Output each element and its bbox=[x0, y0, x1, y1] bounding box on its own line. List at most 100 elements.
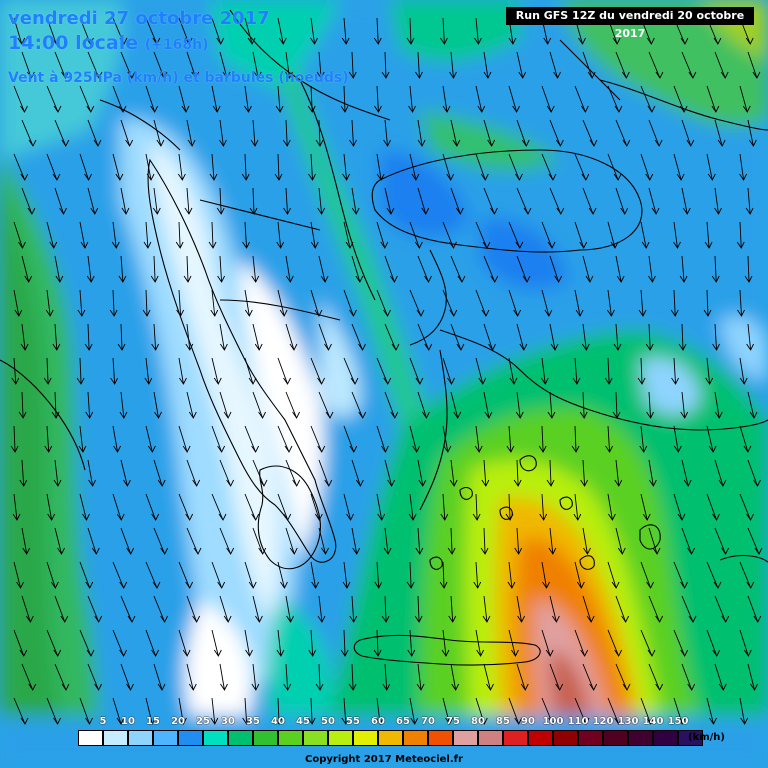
wind-barb bbox=[704, 221, 713, 249]
wind-barb bbox=[120, 663, 134, 691]
wind-barb bbox=[252, 527, 267, 555]
wind-barb bbox=[615, 187, 629, 215]
wind-barb bbox=[475, 629, 485, 657]
wind-barb bbox=[79, 697, 93, 725]
wind-barb bbox=[376, 289, 391, 317]
wind-barb bbox=[20, 323, 29, 351]
wind-barb bbox=[244, 85, 252, 113]
wind-barb bbox=[508, 357, 518, 385]
wind-barb bbox=[78, 425, 87, 453]
wind-barb bbox=[712, 323, 720, 351]
wind-barb bbox=[513, 459, 522, 487]
wind-barb bbox=[739, 357, 748, 385]
wind-barb bbox=[450, 255, 466, 283]
legend-tick-label: 40 bbox=[271, 716, 285, 727]
wind-barb bbox=[277, 289, 288, 317]
wind-barb bbox=[13, 289, 23, 317]
wind-barb bbox=[681, 663, 696, 691]
wind-barb bbox=[219, 119, 227, 147]
wind-barb bbox=[112, 153, 124, 181]
wind-barb bbox=[79, 493, 90, 521]
wind-barb bbox=[408, 493, 417, 521]
legend-swatch bbox=[653, 730, 678, 746]
wind-barb bbox=[44, 425, 53, 453]
wind-barb bbox=[285, 51, 293, 79]
legend-swatch bbox=[228, 730, 253, 746]
wind-barb bbox=[714, 663, 727, 691]
wind-barb bbox=[671, 357, 679, 385]
wind-barb bbox=[582, 187, 597, 215]
wind-barb bbox=[639, 425, 648, 453]
wind-barb bbox=[186, 595, 201, 623]
wind-barb bbox=[46, 17, 60, 45]
wind-barb bbox=[45, 289, 54, 317]
wind-barb bbox=[120, 595, 136, 623]
forecast-time: 14:00 locale (+168h) bbox=[8, 32, 209, 54]
wind-barb bbox=[285, 391, 300, 419]
wind-barb bbox=[571, 425, 580, 453]
wind-barb bbox=[109, 289, 118, 317]
wind-barb bbox=[747, 527, 763, 555]
wind-barb bbox=[442, 221, 457, 249]
wind-barb bbox=[442, 357, 455, 385]
wind-barb bbox=[506, 425, 515, 453]
wind-barb bbox=[12, 493, 21, 521]
wind-barb bbox=[185, 323, 194, 351]
wind-barb bbox=[483, 119, 496, 147]
wind-barb bbox=[607, 561, 620, 589]
wind-barb bbox=[703, 289, 712, 317]
wind-barb bbox=[739, 697, 749, 725]
wind-barb bbox=[112, 85, 127, 113]
wind-barb bbox=[11, 357, 20, 385]
wind-barb bbox=[19, 459, 28, 487]
wind-barb bbox=[110, 357, 119, 385]
wind-barb bbox=[13, 85, 28, 113]
wind-barb bbox=[186, 527, 202, 555]
wind-barb bbox=[178, 85, 190, 113]
wind-barb bbox=[79, 153, 92, 181]
wind-barb bbox=[285, 255, 294, 283]
wind-barb bbox=[285, 595, 294, 623]
wind-barb bbox=[318, 323, 332, 351]
wind-barb bbox=[276, 629, 285, 657]
wind-barb bbox=[442, 697, 453, 725]
wind-barb bbox=[640, 221, 650, 249]
wind-barb bbox=[449, 459, 458, 487]
wind-barb bbox=[574, 697, 590, 725]
wind-barb bbox=[142, 289, 151, 317]
wind-barb bbox=[541, 221, 556, 249]
legend-tick-label: 55 bbox=[346, 716, 360, 727]
wind-barb bbox=[84, 323, 93, 351]
wind-barb bbox=[747, 459, 761, 487]
wind-barb bbox=[383, 527, 392, 555]
wind-barb bbox=[483, 663, 494, 691]
wind-barb bbox=[706, 153, 716, 181]
wind-barb bbox=[613, 323, 622, 351]
wind-barb bbox=[541, 85, 555, 113]
wind-barb bbox=[374, 85, 382, 113]
wind-barb bbox=[241, 153, 250, 181]
wind-barb bbox=[409, 697, 419, 725]
wind-barb bbox=[219, 459, 235, 487]
wind-barb bbox=[681, 51, 697, 79]
wind-barb bbox=[373, 17, 382, 45]
wind-barb bbox=[582, 119, 598, 147]
legend-tick-label: 100 bbox=[542, 716, 564, 727]
wind-barb bbox=[54, 51, 69, 79]
wind-barb bbox=[351, 255, 364, 283]
wind-barb bbox=[307, 85, 316, 113]
wind-barb bbox=[541, 697, 557, 725]
wind-barb bbox=[211, 493, 227, 521]
wind-barb bbox=[582, 663, 598, 691]
wind-barb bbox=[515, 391, 524, 419]
wind-barb bbox=[343, 221, 354, 249]
wind-barb bbox=[21, 119, 37, 147]
wind-barb bbox=[13, 153, 29, 181]
wind-barb bbox=[283, 663, 292, 691]
legend-swatch bbox=[203, 730, 228, 746]
wind-barb bbox=[714, 119, 726, 147]
wind-barb bbox=[547, 391, 556, 419]
wind-barb bbox=[244, 17, 256, 45]
wind-barb bbox=[574, 221, 588, 249]
